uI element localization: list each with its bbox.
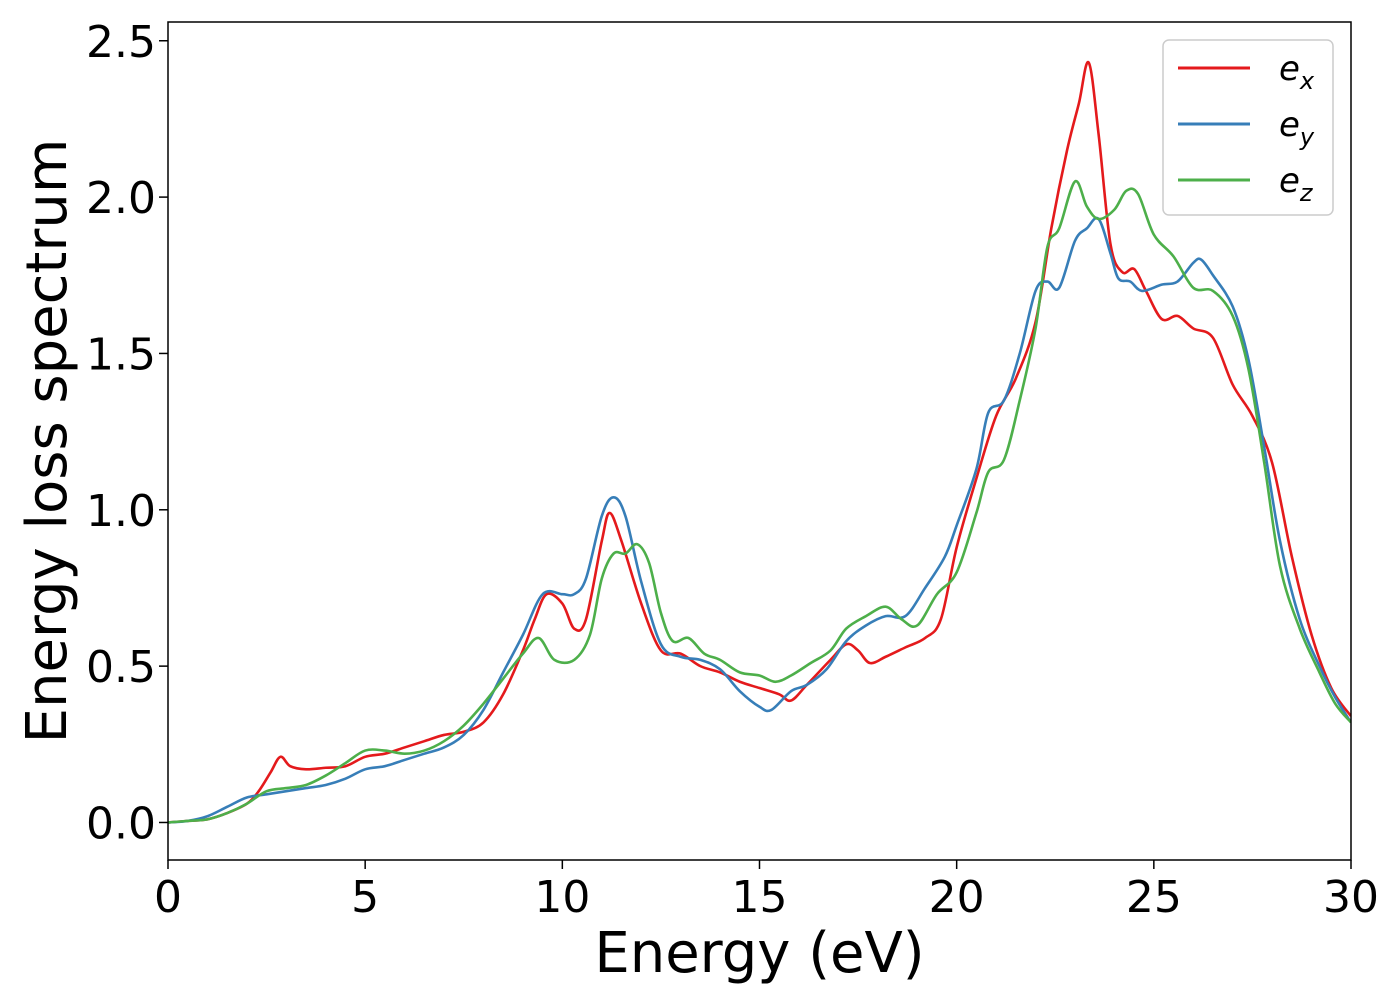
x-tick-label: 15	[732, 872, 788, 923]
x-tick-label: 5	[351, 872, 379, 923]
series-line-ez	[168, 179, 1351, 824]
legend-entry-ex: ex	[1178, 49, 1315, 95]
x-tick-label: 10	[534, 872, 590, 923]
legend-box	[1162, 39, 1334, 216]
series-line-ey	[168, 216, 1351, 824]
y-axis-ticks: 0.0 0.5 1.0 1.5 2.0 2.5	[86, 17, 168, 849]
x-axis-title: Energy (eV)	[594, 921, 924, 986]
legend-label: ex	[1279, 49, 1315, 95]
y-axis-title: Energy loss spectrum	[15, 139, 80, 744]
y-tick-label: 1.0	[86, 486, 156, 537]
series-line-ex	[168, 61, 1351, 824]
x-tick-label: 30	[1323, 872, 1379, 923]
y-tick-label: 0.0	[86, 798, 156, 849]
legend-entry-ez: ez	[1178, 161, 1314, 207]
legend-label: ez	[1279, 161, 1314, 207]
x-axis-ticks: 0 5 10 15 20 25 30	[154, 860, 1379, 923]
x-tick-label: 20	[929, 872, 985, 923]
y-tick-label: 2.5	[86, 17, 156, 68]
y-tick-label: 2.0	[86, 173, 156, 224]
legend-entry-ey: ey	[1178, 105, 1315, 151]
y-tick-label: 0.5	[86, 642, 156, 693]
x-tick-label: 0	[154, 872, 182, 923]
x-tick-label: 25	[1126, 872, 1182, 923]
legend-label: ey	[1279, 105, 1315, 151]
legend: ex ey ez	[1162, 39, 1334, 216]
plot-lines	[168, 61, 1351, 824]
y-tick-label: 1.5	[86, 329, 156, 380]
